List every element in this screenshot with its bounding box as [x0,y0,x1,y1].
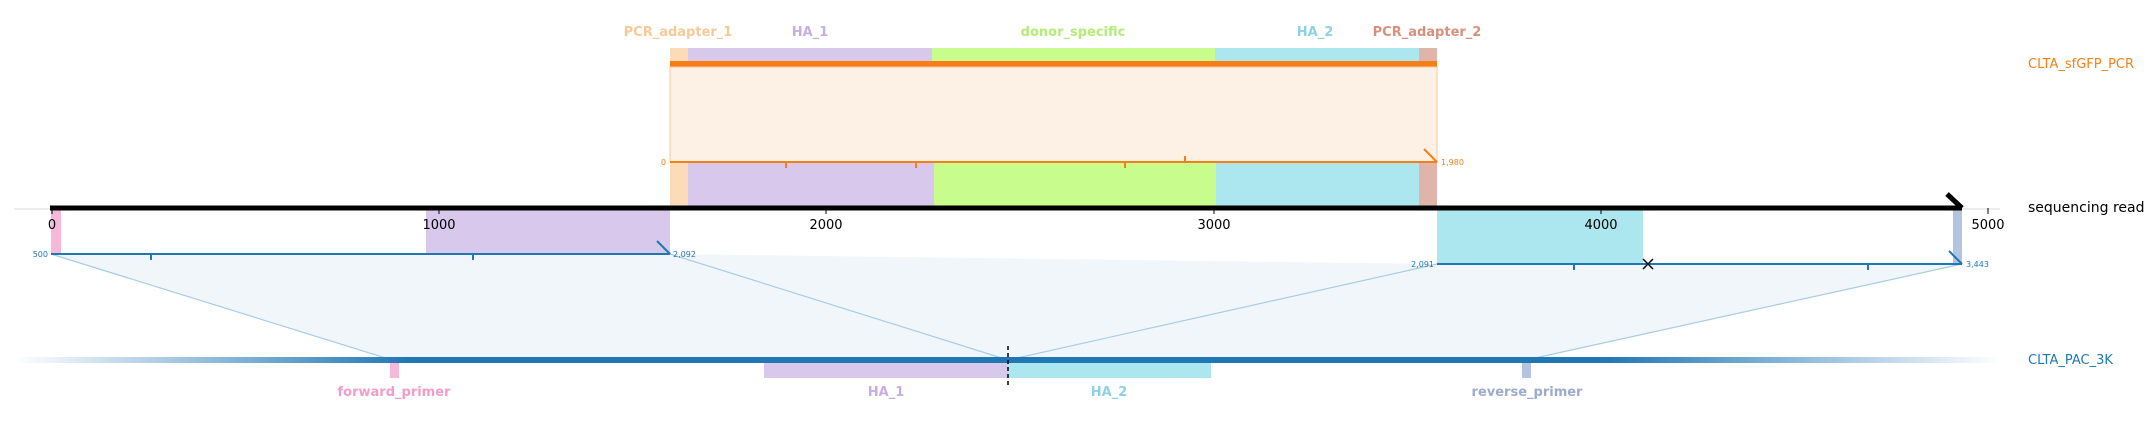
pcr-feature-label-ha1: HA_1 [792,25,829,40]
pcr-feature-ha2 [1215,48,1419,65]
sequencing-read-name: sequencing read [2028,200,2144,216]
projection-edge [50,253,393,361]
pcr-feature-label-adapter-1: PCR_adapter_1 [624,25,733,40]
reference-bar [14,357,2000,363]
pcr-product-bar [670,61,1437,67]
pcr-feature-ha1 [688,48,932,65]
pcr-feature-adapter-1 [670,48,688,65]
projected-ha1 [688,162,934,208]
ruler-tick-label: 1000 [422,218,455,233]
pcr-alignment-area [669,66,1438,163]
pcr-alignment-start-label: 0 [661,158,666,167]
pcr-feature-adapter-2 [1419,48,1437,65]
ruler-tick-label: 3000 [1197,218,1230,233]
ref-feature-label-ha2: HA_2 [1091,385,1128,400]
ref-feature-label-ha1: HA_1 [868,385,905,400]
pcr-feature-label-ha2: HA_2 [1297,25,1334,40]
read-alignment-2-end-label: 3,443 [1966,260,1989,269]
ruler-tick-label: 5000 [1971,218,2004,233]
pcr-feature-label-adapter-2: PCR_adapter_2 [1373,25,1482,40]
ref-feature-ha2 [1008,360,1211,378]
ruler: 0 1000 2000 3000 4000 5000 [48,208,2005,233]
ref-feature-label-reverse-primer: reverse_primer [1472,385,1584,400]
read-region-ha2 [1437,209,1643,264]
ref-feature-ha1 [764,360,1008,378]
read-region-forward-primer [51,209,61,254]
projected-adapter-2 [1419,162,1437,208]
ref-feature-label-forward-primer: forward_primer [338,385,452,400]
read-region-ha1 [426,209,670,254]
ref-feature-reverse-primer [1522,360,1531,378]
ref-feature-forward-primer [390,360,399,378]
sequencing-read-arrowhead [1945,192,1964,210]
ruler-tick-label: 4000 [1584,218,1617,233]
read-alignment-1-arrowhead [656,240,671,255]
read-alignment-2-cross [1642,258,1654,270]
ruler-tick-label: 2000 [809,218,842,233]
pcr-feature-donor [932,48,1215,65]
ref-projection-area [51,254,1962,360]
read-alignment-2-start-label: 2,091 [1411,260,1434,269]
pcr-feature-label-donor: donor_specific [1021,25,1126,40]
projection-edge [1525,263,1963,361]
projected-ha2 [1216,162,1419,208]
projection-edge [1007,263,1438,361]
read-alignment-2-arrowhead [1948,250,1963,265]
read-region-reverse-primer [1953,209,1962,264]
reference-name: CLTA_PAC_3K [2028,353,2113,368]
projected-donor [934,162,1216,208]
ruler-tick-label: 0 [48,218,56,233]
pcr-alignment-arrowhead [1423,148,1438,163]
read-alignment-1-end-label: 2,092 [673,250,696,259]
read-alignment-1-start-label: 500 [33,250,48,259]
projected-adapter-1 [670,162,688,208]
pcr-alignment-end-label: 1,980 [1441,158,1464,167]
pcr-product-name: CLTA_sfGFP_PCR [2028,57,2134,72]
projection-edge [669,253,1009,361]
